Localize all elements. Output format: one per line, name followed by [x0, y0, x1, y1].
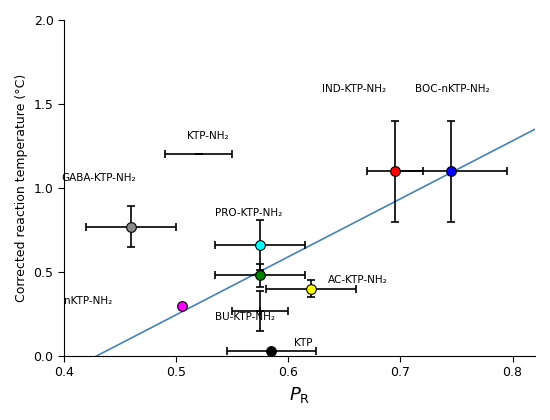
X-axis label: $P_{\mathrm{R}}$: $P_{\mathrm{R}}$ [289, 385, 310, 405]
Text: PRO-KTP-NH₂: PRO-KTP-NH₂ [216, 208, 283, 218]
Text: BU-KTP-NH₂: BU-KTP-NH₂ [216, 312, 276, 323]
Text: KTP-NH₂: KTP-NH₂ [188, 131, 229, 141]
Text: IND-KTP-NH₂: IND-KTP-NH₂ [322, 84, 386, 94]
Text: GABA-KTP-NH₂: GABA-KTP-NH₂ [62, 173, 136, 183]
Text: AC-KTP-NH₂: AC-KTP-NH₂ [327, 276, 387, 286]
Text: BOC-nKTP-NH₂: BOC-nKTP-NH₂ [415, 84, 490, 94]
Text: KTP: KTP [294, 338, 312, 348]
Y-axis label: Corrected reaction temperature (°C): Corrected reaction temperature (°C) [15, 74, 28, 302]
Text: nKTP-NH₂: nKTP-NH₂ [64, 296, 112, 306]
